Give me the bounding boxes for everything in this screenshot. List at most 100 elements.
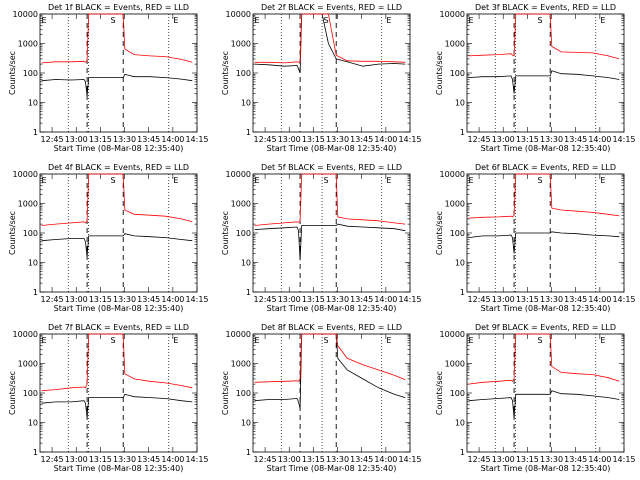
x-tick-label: 14:15 xyxy=(185,295,208,304)
series-lld xyxy=(254,173,406,226)
y-tick-label: 10 xyxy=(241,419,251,428)
x-tick-label: 13:45 xyxy=(137,135,160,144)
x-tick-label: 14:15 xyxy=(185,135,208,144)
plot-frame xyxy=(252,173,411,293)
x-tick-label: 12:45 xyxy=(468,295,491,304)
y-axis-label: Counts/sec xyxy=(435,211,444,255)
series-events xyxy=(254,223,406,261)
x-tick-label: 13:15 xyxy=(516,135,539,144)
y-tick-label: 100 xyxy=(450,69,465,78)
plot-frame xyxy=(39,173,198,293)
x-tick-label: 14:00 xyxy=(374,295,397,304)
x-tick-label: 13:00 xyxy=(492,295,515,304)
marker-label: E xyxy=(468,336,473,345)
chart-title: Det 3f BLACK = Events, RED = LLD xyxy=(475,3,616,12)
series-events xyxy=(41,393,193,419)
y-tick-label: 1000 xyxy=(445,200,465,209)
y-tick-label: 1000 xyxy=(445,40,465,49)
x-tick-label: 12:45 xyxy=(41,295,64,304)
marker-label: E xyxy=(41,16,46,25)
marker-label: E xyxy=(386,16,391,25)
y-tick-label: 1 xyxy=(246,448,251,457)
x-tick-label: 13:00 xyxy=(65,455,88,464)
marker-label: S xyxy=(538,16,543,25)
series-events xyxy=(41,233,193,258)
x-axis-label: Start Time (08-Mar-08 12:35:40) xyxy=(481,144,611,153)
x-axis-label: Start Time (08-Mar-08 12:35:40) xyxy=(267,144,397,153)
marker-label: E xyxy=(173,16,178,25)
chart-det2: Det 2f BLACK = Events, RED = LLD 1 10 100 10… xyxy=(221,3,422,153)
chart-det1: Det 1f BLACK = Events, RED = LLD 1 10 100 10… xyxy=(8,3,209,153)
series-lld xyxy=(468,173,620,219)
y-tick-label: 1000 xyxy=(18,40,38,49)
x-tick-label: 14:00 xyxy=(161,295,184,304)
x-tick-label: 12:45 xyxy=(254,135,277,144)
marker-label: E xyxy=(173,176,178,185)
y-tick-label: 10000 xyxy=(440,330,465,339)
x-axis-label: Start Time (08-Mar-08 12:35:40) xyxy=(267,464,397,473)
x-tick-label: 13:45 xyxy=(350,295,373,304)
x-axis-label: Start Time (08-Mar-08 12:35:40) xyxy=(54,144,184,153)
y-axis-label: Counts/sec xyxy=(8,371,17,415)
chart-title: Det 4f BLACK = Events, RED = LLD xyxy=(48,163,189,172)
marker-label: S xyxy=(324,176,329,185)
marker-label: E xyxy=(254,336,259,345)
x-tick-label: 13:15 xyxy=(89,295,112,304)
marker-label: E xyxy=(41,176,46,185)
y-tick-label: 10 xyxy=(241,99,251,108)
y-tick-label: 10 xyxy=(28,259,38,268)
chart-title: Det 2f BLACK = Events, RED = LLD xyxy=(261,3,402,12)
plot-frame xyxy=(466,333,625,453)
x-tick-label: 14:00 xyxy=(588,455,611,464)
y-tick-label: 1 xyxy=(460,128,465,137)
y-tick-label: 100 xyxy=(23,389,38,398)
x-tick-label: 14:15 xyxy=(612,295,635,304)
x-tick-label: 14:15 xyxy=(612,135,635,144)
x-tick-label: 13:15 xyxy=(89,455,112,464)
y-tick-label: 10000 xyxy=(440,170,465,179)
x-axis-label: Start Time (08-Mar-08 12:35:40) xyxy=(54,304,184,313)
marker-label: E xyxy=(41,336,46,345)
y-axis-label: Counts/sec xyxy=(221,211,230,255)
x-tick-label: 13:00 xyxy=(492,455,515,464)
marker-label: S xyxy=(324,16,329,25)
series-lld xyxy=(41,13,193,64)
x-tick-label: 13:15 xyxy=(302,295,325,304)
y-tick-label: 1 xyxy=(33,448,38,457)
marker-label: E xyxy=(254,16,259,25)
x-tick-label: 13:30 xyxy=(326,455,349,464)
y-tick-label: 10 xyxy=(455,259,465,268)
y-tick-label: 100 xyxy=(236,69,251,78)
y-tick-label: 100 xyxy=(23,229,38,238)
y-tick-label: 1 xyxy=(33,288,38,297)
chart-det5: Det 5f BLACK = Events, RED = LLD 1 10 100 10… xyxy=(221,163,422,313)
x-tick-label: 13:00 xyxy=(278,295,301,304)
x-tick-label: 13:45 xyxy=(564,455,587,464)
marker-label: E xyxy=(600,16,605,25)
chart-det8: Det 8f BLACK = Events, RED = LLD 1 10 100 10… xyxy=(221,323,422,473)
y-tick-label: 1 xyxy=(246,288,251,297)
y-tick-label: 10000 xyxy=(13,330,38,339)
marker-label: E xyxy=(254,176,259,185)
marker-label: S xyxy=(111,16,116,25)
x-tick-label: 14:15 xyxy=(398,455,421,464)
chart-title: Det 8f BLACK = Events, RED = LLD xyxy=(261,323,402,332)
series-events xyxy=(468,231,620,254)
x-tick-label: 14:00 xyxy=(588,295,611,304)
chart-title: Det 9f BLACK = Events, RED = LLD xyxy=(475,323,616,332)
marker-label: S xyxy=(538,176,543,185)
y-axis-label: Counts/sec xyxy=(221,371,230,415)
x-tick-label: 13:00 xyxy=(65,295,88,304)
x-tick-label: 13:45 xyxy=(350,455,373,464)
x-tick-label: 13:45 xyxy=(564,135,587,144)
x-tick-label: 14:15 xyxy=(612,455,635,464)
chart-title: Det 1f BLACK = Events, RED = LLD xyxy=(48,3,189,12)
x-tick-label: 13:00 xyxy=(65,135,88,144)
series-events xyxy=(41,73,193,97)
series-lld xyxy=(468,13,620,60)
chart-det6: Det 6f BLACK = Events, RED = LLD 1 10 100 10… xyxy=(435,163,636,313)
x-tick-label: 12:45 xyxy=(41,135,64,144)
y-tick-label: 100 xyxy=(450,389,465,398)
y-tick-label: 10000 xyxy=(440,10,465,19)
